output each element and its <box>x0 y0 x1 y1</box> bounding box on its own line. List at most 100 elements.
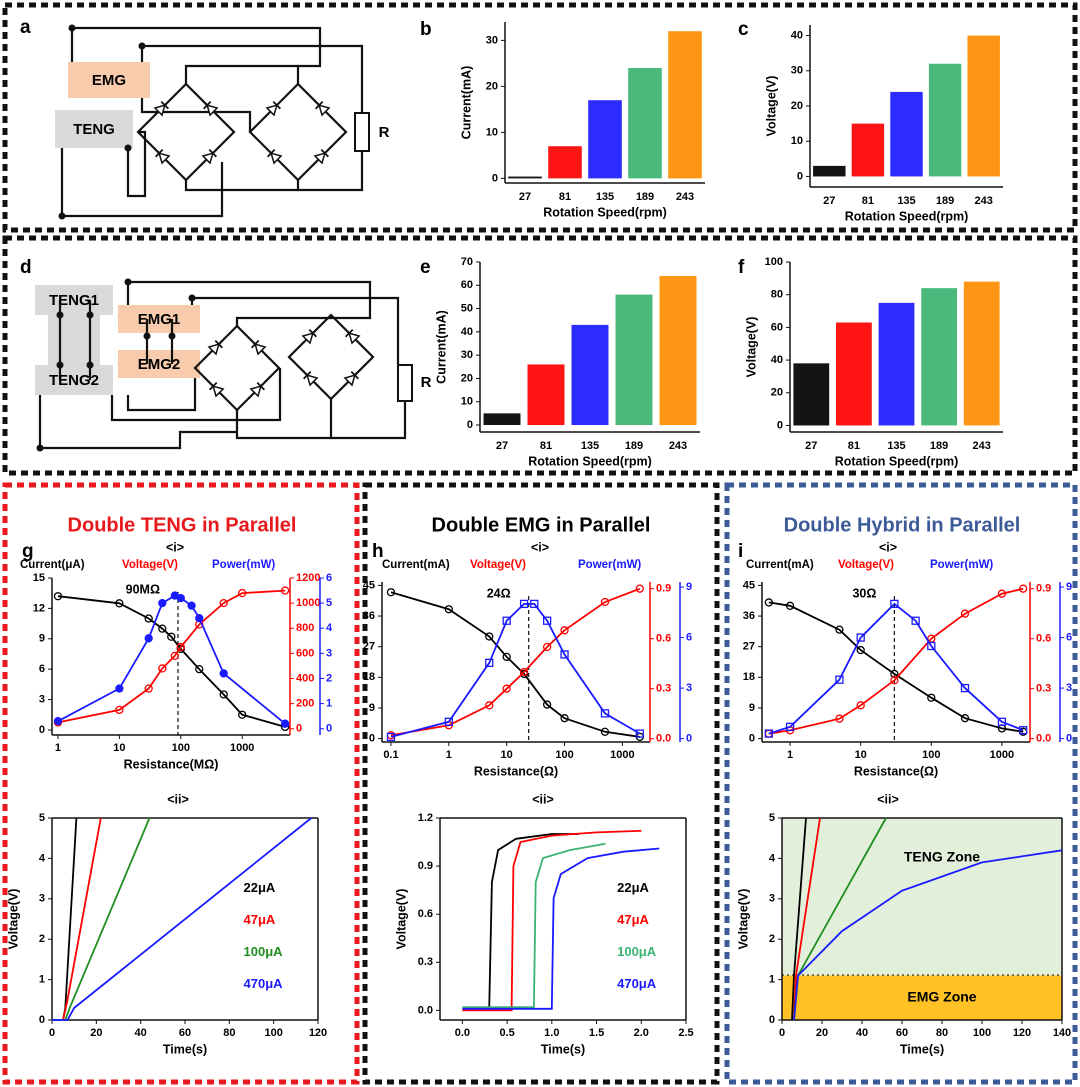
wire <box>184 64 298 84</box>
marker <box>785 601 795 610</box>
y2-tick-label: 200 <box>296 698 314 710</box>
marker <box>219 669 228 678</box>
y-tick-label: 15 <box>33 572 45 584</box>
marker <box>530 599 539 609</box>
y-tick-label: 0 <box>492 172 498 184</box>
marker <box>927 693 936 702</box>
y3-tick-label: 6 <box>1066 631 1072 643</box>
wire <box>329 399 407 440</box>
marker <box>238 588 247 598</box>
marker <box>785 722 795 731</box>
y3-tick-label: 6 <box>686 631 692 643</box>
diode-body <box>153 104 166 117</box>
diode-bar <box>250 339 260 349</box>
wire <box>126 130 147 198</box>
x-tick-label: 81 <box>862 195 874 207</box>
marker <box>542 616 552 625</box>
y-tick-label: 10 <box>791 135 803 147</box>
y-tick-label: 9 <box>749 702 755 714</box>
marker <box>600 727 610 736</box>
y-axis-label: Voltage(V) <box>736 889 750 950</box>
component-box <box>68 62 150 98</box>
diode-body <box>270 152 283 165</box>
diode <box>344 328 361 345</box>
legend-label: Current(μA) <box>20 559 85 571</box>
x-tick-label: 1 <box>446 749 452 761</box>
y-tick-label: 27 <box>363 641 375 653</box>
x-tick-label: 10 <box>501 749 513 761</box>
diode-bar <box>256 381 266 391</box>
x-tick-label: 1.0 <box>544 1027 559 1039</box>
reference-label: 90MΩ <box>126 582 160 596</box>
y-tick-label: 20 <box>791 100 803 112</box>
series-line <box>52 817 78 1021</box>
series-line <box>462 847 660 1010</box>
x-tick-label: 81 <box>559 191 571 203</box>
y-tick-label: 40 <box>791 29 803 41</box>
y2-tick-label: 0.3 <box>1036 683 1051 695</box>
y-tick-label: 5 <box>769 812 775 824</box>
marker <box>485 658 494 667</box>
zone-label: TENG Zone <box>904 849 980 865</box>
diode-body <box>343 374 356 387</box>
diode <box>313 148 330 165</box>
marker <box>195 614 204 623</box>
reference-label: 24Ω <box>487 586 511 600</box>
marker <box>856 633 865 642</box>
x-tick-label: 100 <box>973 1027 991 1039</box>
diode-bar <box>302 370 312 380</box>
subtitle: <ii> <box>532 792 554 806</box>
y2-tick-label: 800 <box>296 622 314 634</box>
diode-bar <box>160 100 170 110</box>
x-axis-label: Rotation Speed(rpm) <box>543 205 667 219</box>
panel-label: h <box>372 541 384 562</box>
y-tick-label: 9 <box>39 633 45 645</box>
x-tick-label: 189 <box>636 191 654 203</box>
y3-tick-label: 4 <box>326 622 333 634</box>
diode <box>154 148 171 165</box>
signal-band <box>548 146 582 179</box>
x-tick-label: 10 <box>855 749 867 761</box>
y-tick-label: 60 <box>771 321 783 333</box>
marker <box>560 626 569 635</box>
diode-bar <box>344 328 354 338</box>
x-tick-label: 40 <box>135 1027 147 1039</box>
x-axis-label: Rotation Speed(rpm) <box>528 454 652 468</box>
series-line <box>57 589 286 724</box>
marker <box>144 614 153 623</box>
y-tick-label: 70 <box>461 256 473 268</box>
y-tick-label: 3 <box>39 893 45 905</box>
marker <box>219 690 228 699</box>
signal-band <box>793 363 830 426</box>
subtitle: <i> <box>166 540 184 554</box>
diode <box>201 148 218 165</box>
marker <box>144 684 153 693</box>
y-tick-label: 1 <box>769 974 775 986</box>
y-tick-label: 0 <box>797 170 803 182</box>
y-tick-label: 20 <box>486 80 498 92</box>
junction <box>188 294 196 302</box>
x-tick-label: 27 <box>823 195 835 207</box>
x-tick-label: 120 <box>1013 1027 1031 1039</box>
y2-tick-label: 0.9 <box>656 583 671 595</box>
component-box <box>35 365 113 395</box>
marker <box>856 645 865 655</box>
legend-label: Power(mW) <box>930 559 993 571</box>
marker <box>502 684 511 693</box>
subtitle: <ii> <box>877 792 899 806</box>
marker <box>158 624 167 633</box>
marker <box>960 714 970 723</box>
legend-label: 470μA <box>244 976 284 991</box>
y-tick-label: 2 <box>39 933 45 945</box>
x-tick-label: 2.5 <box>678 1027 693 1039</box>
y3-tick-label: 6 <box>326 572 332 584</box>
x-tick-label: 0 <box>779 1027 785 1039</box>
x-tick-label: 20 <box>90 1027 102 1039</box>
y-tick-label: 0 <box>769 1014 775 1026</box>
diode-body <box>254 343 267 356</box>
x-tick-label: 60 <box>179 1027 191 1039</box>
panel-label: c <box>738 19 749 40</box>
marker <box>219 598 228 608</box>
y-tick-label: 0.3 <box>418 956 433 968</box>
